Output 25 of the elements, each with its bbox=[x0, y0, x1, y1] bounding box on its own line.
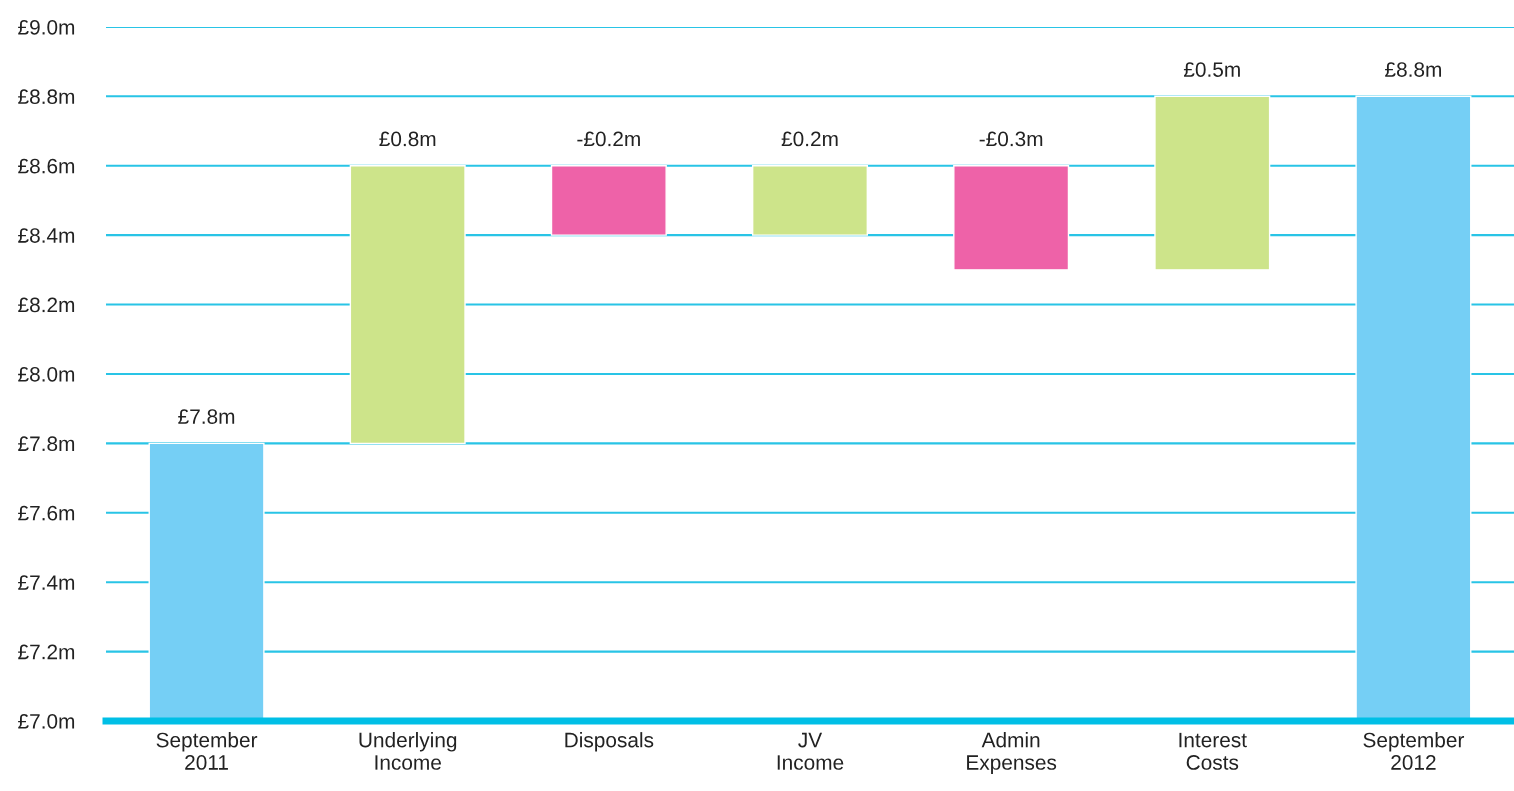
data-label: -£0.2m bbox=[577, 131, 640, 147]
y-tick-label: £8.4m bbox=[18, 228, 75, 243]
data-label: £0.8m bbox=[379, 131, 436, 147]
data-label: £8.8m bbox=[1385, 62, 1442, 77]
y-tick-label: £8.6m bbox=[18, 158, 75, 174]
y-tick-label: £7.6m bbox=[18, 505, 75, 521]
y-tick-label: £7.0m bbox=[18, 714, 75, 729]
y-tick-label: £7.4m bbox=[18, 575, 75, 590]
x-tick-label: September 2012 bbox=[1363, 732, 1465, 770]
data-label: -£0.3m bbox=[979, 131, 1043, 147]
y-tick-label: £9.0m bbox=[18, 19, 75, 35]
data-label: £0.5m bbox=[1183, 62, 1240, 77]
x-tick-label: Disposals bbox=[565, 732, 654, 752]
y-tick-label: £8.8m bbox=[18, 89, 75, 105]
x-tick-label: September 2011 bbox=[156, 732, 258, 770]
data-label: £7.8m bbox=[178, 409, 235, 424]
y-tick-label: £7.8m bbox=[18, 436, 75, 452]
y-tick-label: £8.2m bbox=[18, 297, 75, 313]
x-tick-label: JV Income bbox=[777, 732, 844, 770]
x-tick-label: Interest Costs bbox=[1179, 732, 1247, 770]
y-tick-label: £7.2m bbox=[18, 644, 75, 660]
data-label: £0.2m bbox=[781, 131, 838, 147]
y-tick-label: £8.0m bbox=[18, 366, 75, 382]
x-tick-label: Underlying Income bbox=[359, 732, 457, 770]
x-tick-label: Admin Expenses bbox=[967, 732, 1057, 774]
